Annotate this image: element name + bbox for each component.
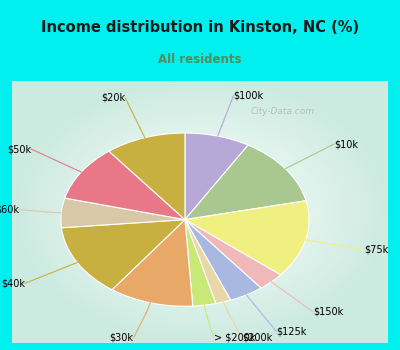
Text: City-Data.com: City-Data.com — [251, 107, 315, 117]
Text: $50k: $50k — [7, 144, 31, 154]
Text: $150k: $150k — [313, 307, 344, 317]
Text: All residents: All residents — [158, 53, 242, 66]
Wedge shape — [185, 220, 261, 300]
Wedge shape — [185, 220, 216, 306]
Text: $200k: $200k — [242, 333, 272, 343]
Wedge shape — [185, 220, 231, 303]
Wedge shape — [185, 145, 306, 220]
Wedge shape — [185, 201, 309, 275]
Text: $10k: $10k — [334, 139, 358, 149]
Text: Income distribution in Kinston, NC (%): Income distribution in Kinston, NC (%) — [41, 21, 359, 35]
Wedge shape — [62, 220, 185, 290]
Text: $30k: $30k — [110, 333, 134, 343]
Wedge shape — [61, 198, 185, 228]
Wedge shape — [109, 133, 185, 220]
Text: $100k: $100k — [234, 91, 264, 100]
Text: $20k: $20k — [101, 93, 125, 103]
Wedge shape — [185, 133, 248, 220]
Text: $125k: $125k — [276, 326, 307, 336]
Wedge shape — [112, 220, 193, 306]
Text: $75k: $75k — [364, 245, 388, 255]
Wedge shape — [65, 151, 185, 220]
Text: > $200k: > $200k — [214, 333, 255, 343]
Text: $60k: $60k — [0, 204, 20, 215]
Text: $40k: $40k — [1, 278, 25, 288]
Wedge shape — [185, 220, 280, 288]
